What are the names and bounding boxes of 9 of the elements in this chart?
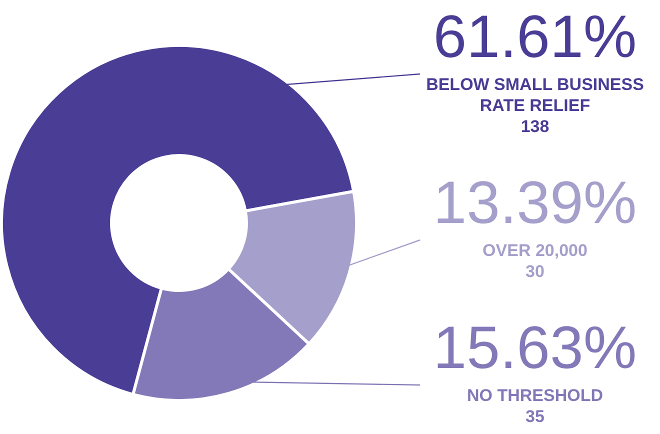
data-label: 61.61% bbox=[432, 2, 638, 72]
slice-label: NO THRESHOLD bbox=[466, 385, 604, 406]
data-label: 15.63% bbox=[432, 313, 638, 383]
text: 30 bbox=[524, 261, 546, 282]
data-label: 13.39% bbox=[432, 168, 638, 238]
slice-label: OVER 20,000 bbox=[482, 240, 588, 261]
slice-label: BELOW SMALL BUSINESS RATE RELIEF bbox=[425, 74, 645, 116]
text: 35 bbox=[524, 406, 546, 427]
text: 138 bbox=[520, 116, 550, 137]
